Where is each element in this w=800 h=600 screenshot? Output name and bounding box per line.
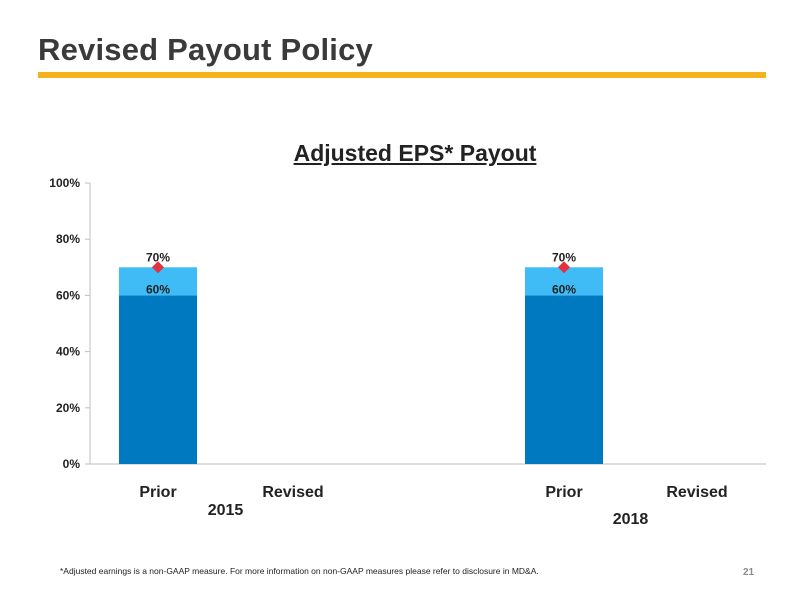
title-rule — [38, 72, 766, 78]
chart-title: Adjusted EPS* Payout — [293, 140, 537, 166]
y-tick-label: 40% — [56, 345, 80, 359]
x-group-label: 2018 — [613, 511, 649, 528]
diamond-marker — [558, 261, 570, 274]
x-group-label: 2015 — [208, 502, 244, 519]
x-category-label: Revised — [262, 484, 323, 501]
footnote: *Adjusted earnings is a non-GAAP measure… — [60, 566, 539, 576]
diamond-marker — [152, 261, 164, 274]
y-tick-label: 60% — [56, 288, 80, 302]
data-label: 60% — [552, 282, 576, 296]
page-number: 21 — [743, 567, 755, 578]
slide-title: Revised Payout Policy — [38, 32, 373, 67]
data-label: 60% — [146, 282, 170, 296]
bar-segment — [525, 295, 603, 464]
bar-segment — [119, 295, 197, 464]
y-tick-label: 100% — [49, 176, 80, 190]
data-label: 70% — [552, 250, 576, 264]
x-category-label: Revised — [666, 484, 727, 501]
x-category-label: Prior — [139, 484, 176, 501]
data-label: 70% — [146, 250, 170, 264]
y-tick-label: 20% — [56, 401, 80, 415]
y-tick-label: 80% — [56, 232, 80, 246]
x-category-label: Prior — [545, 484, 582, 501]
y-tick-label: 0% — [63, 457, 81, 471]
